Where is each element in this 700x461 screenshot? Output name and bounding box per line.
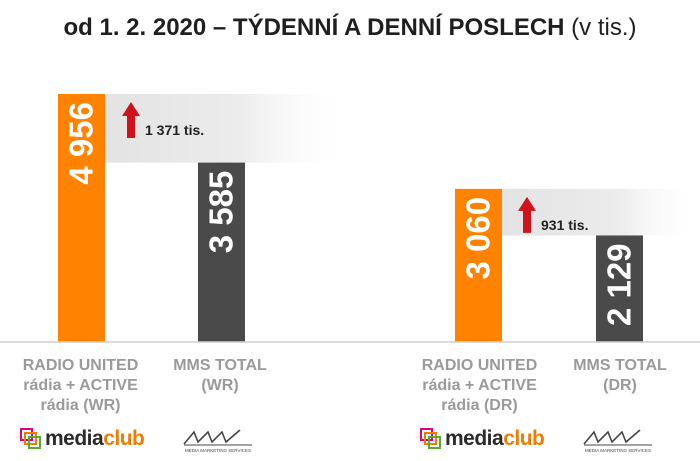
difference-band [502, 188, 700, 236]
mediaclub-logo-left: mediaclub [20, 427, 145, 451]
chart-title: od 1. 2. 2020 – TÝDENNÍ A DENNÍ POSLECH … [0, 14, 700, 42]
category-label-line: rádia + ACTIVE [422, 377, 537, 394]
category-label-line: MMS TOTAL [573, 357, 667, 374]
mediaclub-logo-text-a: media [445, 427, 504, 450]
difference-label: 931 tis. [541, 217, 588, 233]
bar-mms-total [198, 162, 245, 342]
category-label-line: (DR) [603, 377, 637, 394]
category-label-line: RADIO UNITED [421, 357, 538, 374]
increase-arrow-icon [518, 196, 536, 233]
mms-logo-right: MEDIA MARKETING SERVICES [583, 429, 652, 453]
bar-mms-total [596, 235, 643, 342]
mediaclub-logo-right: mediaclub [420, 427, 545, 451]
mediaclub-logo-text-a: media [45, 427, 104, 450]
bar-value-label: 4 956 [63, 102, 100, 185]
bar-value-label: 3 060 [460, 197, 497, 280]
bar-value-label: 2 129 [601, 243, 638, 326]
mms-logo-subtext: MEDIA MARKETING SERVICES [185, 448, 251, 453]
bar-radio-united [58, 94, 105, 342]
category-label-line: rádia (WR) [40, 397, 121, 414]
category-label-ru-wr: RADIO UNITED rádia + ACTIVE rádia (WR) [8, 356, 153, 416]
chart-title-main: od 1. 2. 2020 – TÝDENNÍ A DENNÍ POSLECH [63, 14, 565, 41]
increase-arrow-icon [122, 102, 140, 138]
category-label-mms-wr: MMS TOTAL (WR) [160, 356, 280, 396]
mediaclub-logo-icon [20, 428, 41, 449]
mediaclub-logo-text-b: club [503, 427, 545, 450]
category-label-line: RADIO UNITED [22, 357, 139, 374]
mediaclub-logo-icon [420, 428, 441, 449]
bar-radio-united [455, 188, 502, 342]
difference-band [105, 94, 350, 163]
difference-label: 1 371 tis. [145, 122, 204, 138]
category-label-line: MMS TOTAL [173, 357, 267, 374]
category-label-mms-dr: MMS TOTAL (DR) [560, 356, 680, 396]
category-label-line: rádia + ACTIVE [23, 377, 138, 394]
chart-title-unit: (v tis.) [571, 14, 637, 41]
mms-logo-left: MEDIA MARKETING SERVICES [183, 429, 252, 453]
bar-value-label: 3 585 [203, 171, 240, 254]
mediaclub-logo-text-b: club [103, 427, 145, 450]
category-label-line: (WR) [201, 377, 239, 394]
mms-logo-subtext: MEDIA MARKETING SERVICES [585, 448, 651, 453]
category-label-line: rádia (DR) [441, 397, 518, 414]
category-label-ru-dr: RADIO UNITED rádia + ACTIVE rádia (DR) [407, 356, 552, 416]
